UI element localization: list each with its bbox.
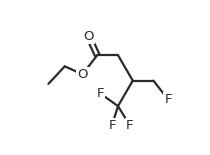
Text: F: F [126,119,134,132]
Text: F: F [96,87,104,100]
Text: F: F [108,119,116,132]
Text: O: O [77,68,88,81]
Text: F: F [165,93,172,106]
Text: O: O [83,30,94,43]
